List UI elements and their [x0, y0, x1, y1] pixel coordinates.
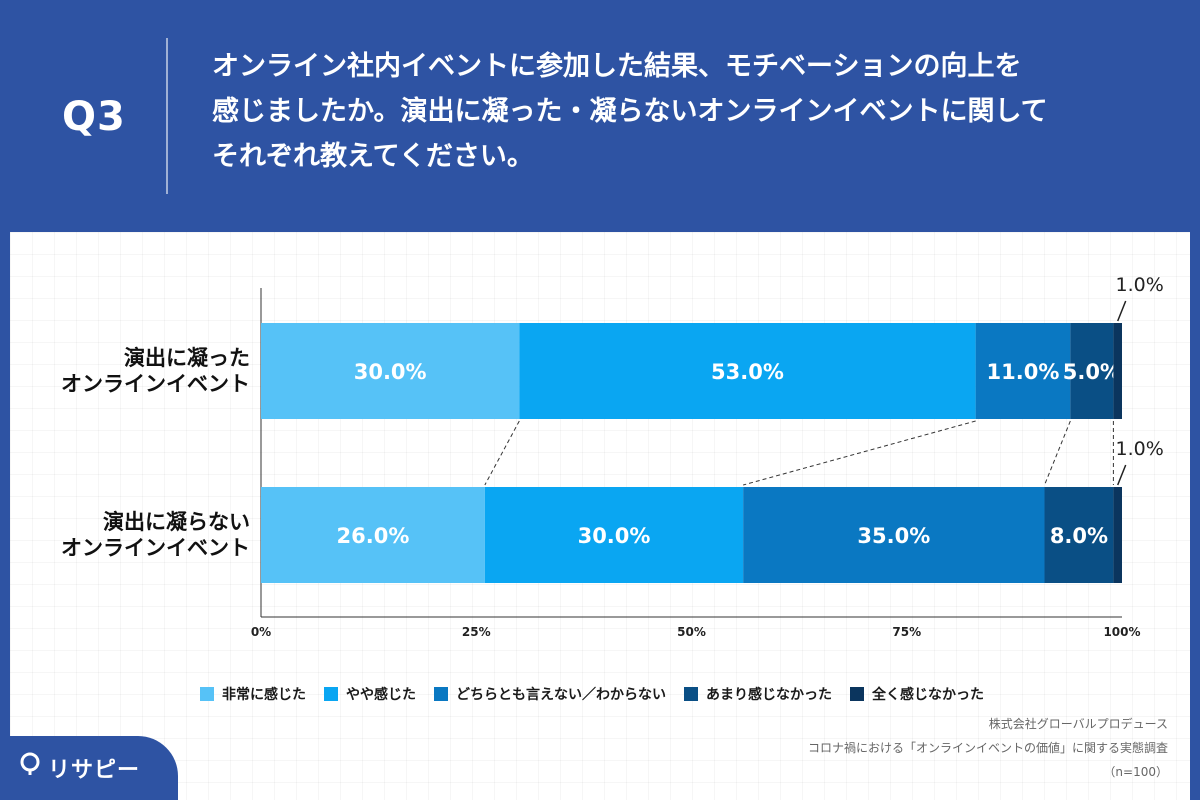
x-tick-label: 75% — [892, 625, 921, 639]
data-label: 30.0% — [354, 360, 427, 384]
x-tick-label: 0% — [251, 625, 271, 639]
legend-label: どちらとも言えない／わからない — [456, 687, 666, 703]
legend-item: 全く感じなかった — [850, 684, 984, 704]
data-label: 1.0% — [1116, 274, 1164, 296]
data-label: 35.0% — [857, 524, 930, 548]
connector-line — [484, 420, 520, 486]
bar-segment — [261, 487, 485, 583]
callout-line — [1116, 464, 1127, 486]
source-sample: （n=100） — [1103, 765, 1168, 779]
connector-line — [743, 420, 976, 486]
data-label: 11.0% — [987, 360, 1060, 384]
x-tick-label: 100% — [1103, 625, 1140, 639]
question-line: それぞれ教えてください。 — [212, 141, 534, 172]
connector-line — [1044, 420, 1071, 486]
legend-item: やや感じた — [324, 684, 416, 704]
data-label: 1.0% — [1116, 438, 1164, 460]
data-label: 26.0% — [337, 524, 410, 548]
category-label: 演出に凝った — [124, 346, 250, 370]
header-divider — [166, 38, 168, 194]
bar-segment — [1113, 323, 1122, 419]
bar-segment — [1044, 487, 1114, 583]
callout-line — [1116, 300, 1127, 322]
logo-badge — [0, 736, 178, 800]
bar-segment — [484, 487, 744, 583]
question-header: Q3 オンライン社内イベントに参加した結果、モチベーションの向上を 感じましたか… — [0, 0, 1200, 232]
legend-label: やや感じた — [346, 687, 416, 703]
legend-swatch — [850, 687, 864, 701]
logo-text: リサピー — [48, 758, 141, 783]
category-label: オンラインイベント — [61, 536, 250, 560]
x-tick-label: 50% — [677, 625, 706, 639]
data-label: 53.0% — [711, 360, 784, 384]
question-line: 感じましたか。演出に凝った・凝らないオンラインイベントに関して — [212, 96, 1048, 127]
data-label: 30.0% — [578, 524, 651, 548]
chart-legend: 非常に感じた やや感じた どちらとも言えない／わからない あまり感じなかった 全く感じな… — [200, 684, 984, 704]
location-pin-icon — [20, 752, 40, 775]
x-tick-label: 25% — [462, 625, 491, 639]
legend-item: 非常に感じた — [200, 684, 306, 704]
legend-item: どちらとも言えない／わからない — [434, 684, 666, 704]
source-note: 株式会社グローバルプロデュース コロナ禍における「オンラインイベントの価値」に関… — [808, 712, 1168, 784]
source-survey: コロナ禍における「オンラインイベントの価値」に関する実態調査 — [807, 741, 1168, 755]
question-number: Q3 — [62, 94, 126, 140]
legend-swatch — [434, 687, 448, 701]
category-label: オンラインイベント — [61, 372, 250, 396]
legend-label: 全く感じなかった — [872, 687, 984, 703]
legend-swatch — [324, 687, 338, 701]
bar-segment — [519, 323, 976, 419]
legend-swatch — [200, 687, 214, 701]
question-text: オンライン社内イベントに参加した結果、モチベーションの向上を 感じましたか。演出… — [212, 44, 1182, 179]
data-label: 8.0% — [1050, 524, 1108, 548]
bar-segment — [975, 323, 1071, 419]
bar-segment — [1070, 323, 1114, 419]
question-line: オンライン社内イベントに参加した結果、モチベーションの向上を — [212, 51, 1022, 82]
legend-label: 非常に感じた — [222, 687, 306, 703]
bar-segment — [261, 323, 520, 419]
legend-label: あまり感じなかった — [706, 687, 832, 703]
source-company: 株式会社グローバルプロデュース — [988, 717, 1168, 731]
legend-swatch — [684, 687, 698, 701]
bar-segment — [1113, 487, 1122, 583]
legend-item: あまり感じなかった — [684, 684, 832, 704]
category-label: 演出に凝らない — [103, 510, 250, 534]
data-label: 5.0% — [1063, 360, 1121, 384]
bar-segment — [743, 487, 1045, 583]
